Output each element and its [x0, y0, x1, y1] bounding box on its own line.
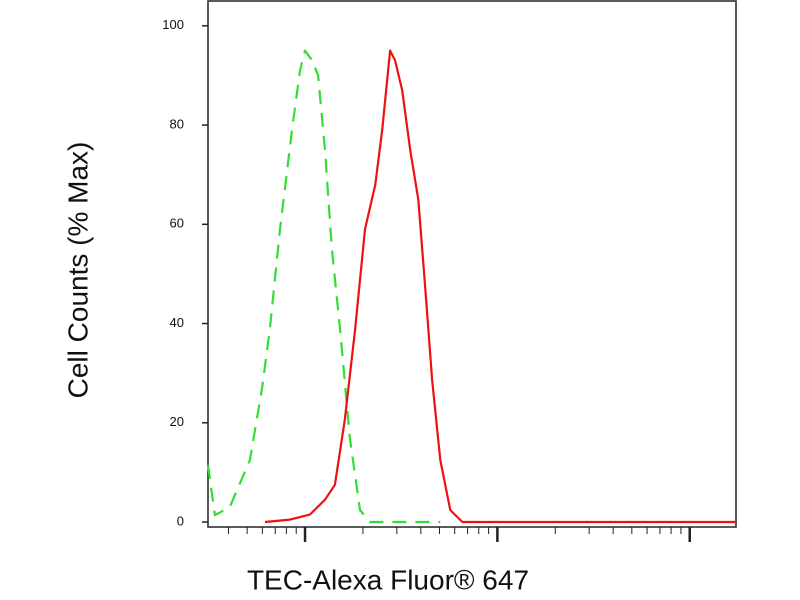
y-tick-label: 100 — [162, 17, 184, 32]
y-tick-label: 40 — [170, 315, 184, 330]
x-axis-label: TEC-Alexa Fluor® 647 — [247, 564, 529, 595]
y-tick-label: 60 — [170, 216, 184, 231]
y-tick-label: 0 — [177, 513, 184, 528]
y-axis-label: Cell Counts (% Max) — [62, 142, 93, 399]
series-line — [206, 49, 441, 524]
y-tick-label: 80 — [170, 116, 184, 131]
y-tick-label: 20 — [170, 414, 184, 429]
series-line — [264, 49, 736, 524]
plot-frame — [207, 0, 737, 528]
